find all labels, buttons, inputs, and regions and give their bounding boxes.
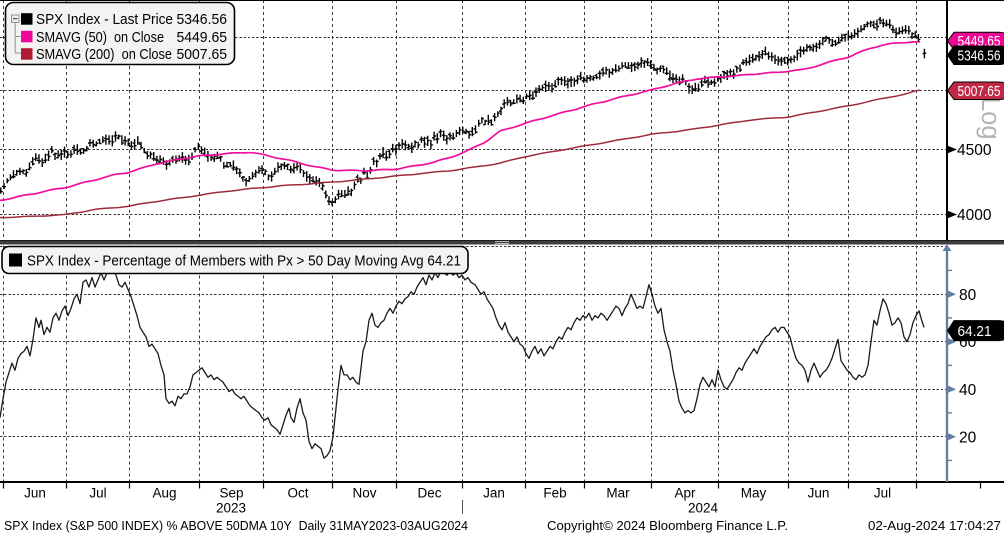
svg-text:5007.65: 5007.65 (177, 46, 228, 63)
svg-text:May: May (741, 486, 767, 501)
svg-text:5449.65: 5449.65 (177, 29, 228, 46)
svg-text:Apr: Apr (674, 486, 696, 501)
svg-text:Nov: Nov (352, 486, 376, 501)
svg-text:SPX Index - Percentage of Memb: SPX Index - Percentage of Members with P… (27, 253, 461, 270)
svg-text:Jun: Jun (808, 486, 830, 501)
svg-text:SMAVG (200) on Close: SMAVG (200) on Close (36, 46, 172, 63)
svg-text:02-Aug-2024 17:04:27: 02-Aug-2024 17:04:27 (868, 518, 1001, 533)
svg-text:Copyright© 2024 Bloomberg Fina: Copyright© 2024 Bloomberg Finance L.P. (547, 518, 788, 533)
svg-text:5007.65: 5007.65 (958, 84, 1001, 100)
svg-text:Jun: Jun (24, 486, 46, 501)
svg-text:64.21: 64.21 (958, 324, 992, 340)
svg-text:40: 40 (959, 382, 977, 399)
svg-text:Jul: Jul (874, 486, 891, 501)
svg-text:Aug: Aug (152, 486, 176, 501)
svg-text:SPX Index - Last Price: SPX Index - Last Price (36, 11, 173, 28)
svg-text:Feb: Feb (543, 486, 566, 501)
svg-text:Log: Log (976, 97, 1004, 140)
svg-text:Dec: Dec (417, 486, 441, 501)
svg-text:4500: 4500 (957, 142, 992, 159)
svg-text:20: 20 (959, 430, 977, 447)
svg-text:SMAVG (50) on Close: SMAVG (50) on Close (36, 29, 164, 46)
svg-text:Sep: Sep (219, 486, 243, 501)
svg-text:2024: 2024 (688, 501, 719, 516)
svg-text:5346.56: 5346.56 (177, 11, 228, 28)
svg-text:80: 80 (959, 287, 977, 304)
svg-text:5346.56: 5346.56 (958, 48, 1001, 64)
svg-text:2023: 2023 (216, 501, 246, 516)
svg-text:Jan: Jan (483, 486, 505, 501)
svg-text:4000: 4000 (957, 207, 992, 224)
svg-text:Jul: Jul (89, 486, 106, 501)
svg-text:Mar: Mar (606, 486, 630, 501)
svg-text:Oct: Oct (287, 486, 308, 501)
svg-text:SPX Index (S&P 500 INDEX) % AB: SPX Index (S&P 500 INDEX) % ABOVE 50DMA … (4, 518, 468, 533)
